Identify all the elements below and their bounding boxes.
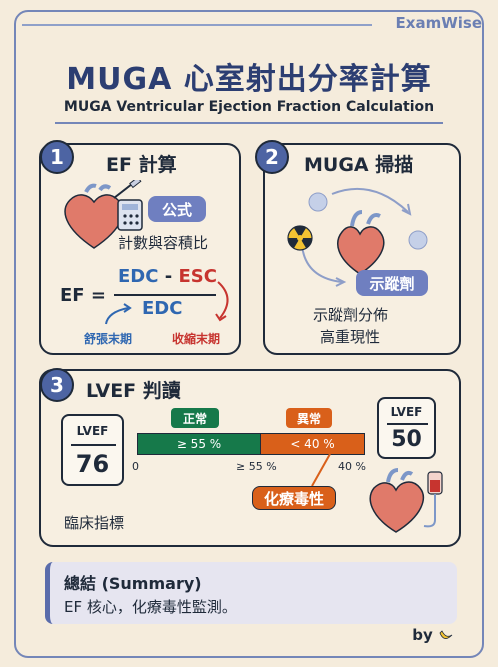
- lvef-76-value: 76: [75, 450, 110, 478]
- banana-icon: [439, 629, 453, 639]
- heart-iv-icon: [369, 468, 443, 533]
- formula-lhs: EF =: [60, 285, 106, 306]
- end-diastolic-label: 舒張末期: [84, 332, 133, 346]
- tracer-distribution-text: 示蹤劑分佈: [313, 306, 389, 324]
- brand-divider: [22, 24, 372, 26]
- pointer-line: [311, 453, 331, 487]
- poster-frame: [14, 10, 484, 658]
- lvef-title: LVEF 判讀: [86, 380, 181, 402]
- tracer-tag: 示蹤劑: [356, 270, 428, 296]
- ef-calc-panel: [39, 143, 241, 355]
- formula-tag: 公式: [148, 196, 206, 222]
- title-underline: [55, 122, 443, 124]
- muga-scan-title: MUGA 掃描: [304, 154, 414, 176]
- summary-box: 總結 (Summary) EF 核心，化療毒性監測。: [45, 562, 457, 624]
- abnormal-range-bar: < 40 %: [260, 433, 365, 455]
- brand-name: ExamWise: [395, 14, 482, 32]
- heart-calculator-icon: [64, 180, 143, 249]
- denominator-edc: EDC: [142, 298, 183, 319]
- lvef-50-box: LVEF 50: [377, 397, 436, 459]
- page-title: MUGA 心室射出分率計算: [66, 62, 432, 97]
- numerator-minus: -: [164, 266, 173, 287]
- clinical-indicator-text: 臨床指標: [64, 514, 125, 532]
- abnormal-pill: 異常: [286, 408, 332, 428]
- section-1-badge: 1: [40, 140, 74, 174]
- summary-title: 總結 (Summary): [64, 574, 202, 593]
- lvef-76-divider: [71, 444, 116, 446]
- ef-calc-title: EF 計算: [106, 154, 177, 176]
- tick-55: ≥ 55 %: [236, 460, 277, 473]
- tick-40: 40 %: [338, 460, 366, 473]
- lvef-76-box: LVEF 76: [61, 414, 124, 486]
- normal-range-bar: ≥ 55 %: [137, 433, 260, 455]
- reproducibility-text: 高重現性: [320, 328, 381, 346]
- byline-text: by: [412, 626, 433, 644]
- page-subtitle: MUGA Ventricular Ejection Fraction Calcu…: [63, 99, 435, 115]
- normal-pill: 正常: [171, 408, 219, 428]
- formula-numerator: EDC - ESC: [118, 266, 217, 287]
- end-systolic-label: 收縮末期: [172, 332, 221, 346]
- lvef-50-value: 50: [391, 427, 422, 452]
- lvef-50-label: LVEF: [390, 405, 423, 419]
- fraction-bar: [114, 294, 216, 296]
- section-3-badge: 3: [40, 368, 74, 402]
- lvef-50-divider: [387, 423, 428, 425]
- tick-zero: 0: [132, 460, 139, 473]
- section-2-badge: 2: [255, 140, 289, 174]
- summary-text: EF 核心，化療毒性監測。: [64, 598, 237, 616]
- numerator-esc: ESC: [178, 266, 217, 287]
- byline: by: [412, 626, 454, 644]
- chemo-toxicity-tag: 化療毒性: [252, 486, 336, 510]
- lvef-76-label: LVEF: [76, 424, 109, 438]
- numerator-edc: EDC: [118, 266, 159, 287]
- arrow-icons: [105, 281, 229, 325]
- formula-description: 計數與容積比: [118, 234, 209, 252]
- tracer-cycle-diagram: [287, 187, 428, 287]
